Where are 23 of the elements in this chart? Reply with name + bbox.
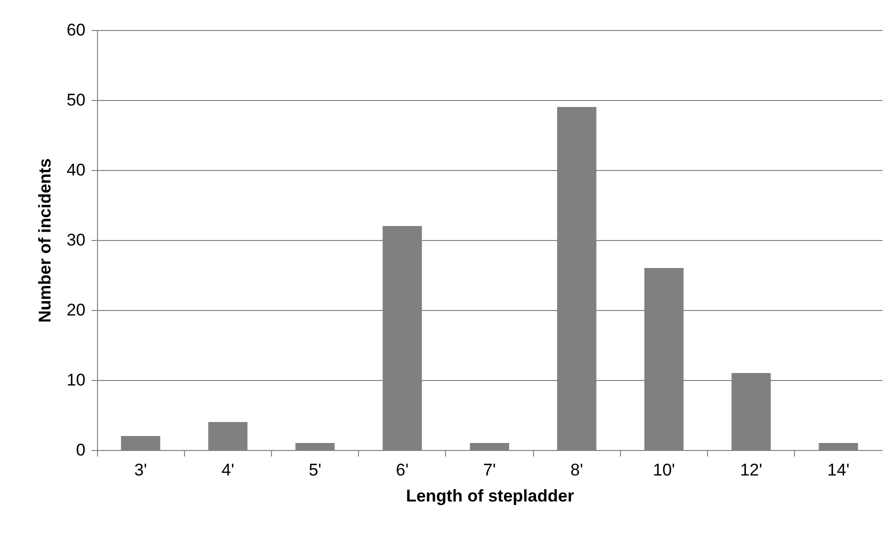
bar [208,422,248,450]
x-tick-label: 12' [740,460,762,480]
x-tick-label: 3' [134,460,147,480]
x-tick-label: 7' [483,460,496,480]
bar [295,443,335,450]
y-tick-label: 20 [66,300,86,320]
y-tick-label: 0 [76,440,86,460]
y-tick-label: 30 [66,230,86,250]
x-tick-label: 5' [308,460,322,480]
bar [818,443,858,450]
y-tick-label: 40 [66,160,86,180]
y-tick-label: 50 [66,90,86,110]
x-axis-title: Length of stepladder [406,486,574,506]
x-tick-label: 4' [221,460,234,480]
y-tick-label: 60 [66,20,86,40]
x-tick-label: 10' [652,460,676,480]
y-tick-label: 10 [66,370,86,390]
y-axis-title: Number of incidents [36,158,55,323]
x-tick-label: 8' [570,460,584,480]
bar [470,443,510,450]
x-tick-label: 14' [827,460,850,480]
x-tick-label: 6' [396,460,409,480]
bar [120,436,160,450]
